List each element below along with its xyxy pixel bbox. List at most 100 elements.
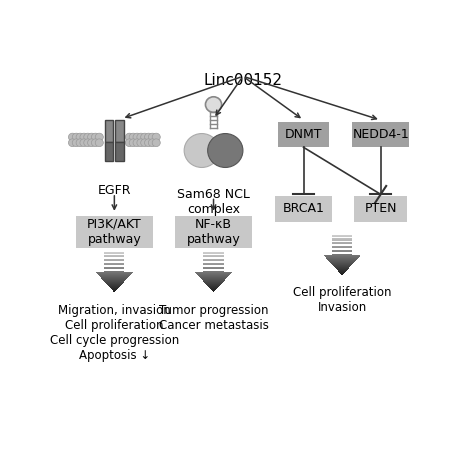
Bar xyxy=(334,266,350,267)
Circle shape xyxy=(68,133,76,141)
Bar xyxy=(211,289,216,290)
Bar xyxy=(201,279,226,280)
Bar xyxy=(324,255,360,256)
Bar xyxy=(102,279,126,280)
Bar xyxy=(106,283,123,284)
Circle shape xyxy=(88,133,96,141)
Circle shape xyxy=(141,139,149,146)
Text: NEDD4-1: NEDD4-1 xyxy=(352,128,409,141)
Bar xyxy=(339,272,345,273)
Text: Linc00152: Linc00152 xyxy=(203,73,283,88)
Bar xyxy=(195,272,232,273)
Bar xyxy=(110,288,118,289)
Circle shape xyxy=(145,133,153,141)
Text: NF-κB
pathway: NF-κB pathway xyxy=(187,218,240,246)
FancyBboxPatch shape xyxy=(105,142,113,161)
Bar xyxy=(100,276,129,277)
Bar xyxy=(328,260,356,261)
Bar xyxy=(206,284,221,285)
Circle shape xyxy=(141,133,149,141)
Bar xyxy=(97,273,132,274)
Bar xyxy=(212,290,215,291)
Circle shape xyxy=(95,139,103,146)
Circle shape xyxy=(129,139,137,146)
Bar xyxy=(101,278,127,279)
Bar xyxy=(332,264,352,265)
Bar xyxy=(112,290,116,291)
Circle shape xyxy=(205,97,222,112)
Bar xyxy=(201,278,227,279)
Circle shape xyxy=(72,139,81,146)
Bar xyxy=(340,273,344,274)
Text: DNMT: DNMT xyxy=(285,128,322,141)
FancyBboxPatch shape xyxy=(175,216,252,248)
Bar xyxy=(198,275,229,276)
Bar xyxy=(333,265,351,266)
Circle shape xyxy=(152,139,160,146)
Circle shape xyxy=(80,139,88,146)
Circle shape xyxy=(133,139,141,146)
FancyBboxPatch shape xyxy=(354,196,407,222)
Bar xyxy=(105,282,124,283)
Circle shape xyxy=(88,139,96,146)
Bar xyxy=(204,282,223,283)
Bar xyxy=(330,262,354,263)
Circle shape xyxy=(152,133,160,141)
Text: EGFR: EGFR xyxy=(98,184,131,197)
Circle shape xyxy=(91,133,100,141)
Bar xyxy=(111,289,117,290)
Bar xyxy=(327,258,358,259)
Bar xyxy=(337,270,346,271)
Bar xyxy=(338,271,346,272)
Bar xyxy=(199,276,228,277)
FancyBboxPatch shape xyxy=(105,120,113,142)
FancyBboxPatch shape xyxy=(275,196,332,222)
Bar xyxy=(200,277,228,278)
Bar xyxy=(328,259,357,260)
Text: Migration, invasion
Cell proliferation
Cell cycle progression
Apoptosis ↓: Migration, invasion Cell proliferation C… xyxy=(50,304,179,362)
Circle shape xyxy=(133,133,141,141)
Bar xyxy=(203,281,224,282)
Circle shape xyxy=(137,139,145,146)
Circle shape xyxy=(80,133,88,141)
Text: BRCA1: BRCA1 xyxy=(283,202,325,215)
Text: PTEN: PTEN xyxy=(365,202,397,215)
Circle shape xyxy=(95,133,103,141)
FancyBboxPatch shape xyxy=(116,120,124,142)
Circle shape xyxy=(208,134,243,168)
Bar xyxy=(110,287,119,288)
Circle shape xyxy=(91,139,100,146)
Circle shape xyxy=(145,139,153,146)
Bar xyxy=(336,268,348,269)
Circle shape xyxy=(84,133,92,141)
Bar xyxy=(99,275,130,276)
Circle shape xyxy=(137,133,145,141)
FancyBboxPatch shape xyxy=(76,216,153,248)
FancyBboxPatch shape xyxy=(116,142,124,161)
Circle shape xyxy=(84,139,92,146)
Bar xyxy=(329,261,355,262)
Circle shape xyxy=(148,133,156,141)
Bar xyxy=(210,288,217,289)
Bar xyxy=(100,277,128,278)
Text: Cell proliferation
Invasion: Cell proliferation Invasion xyxy=(293,285,392,313)
Bar xyxy=(196,273,231,274)
Bar xyxy=(325,256,360,257)
Circle shape xyxy=(76,139,84,146)
Text: PI3K/AKT
pathway: PI3K/AKT pathway xyxy=(87,218,142,246)
Bar xyxy=(107,284,122,285)
Text: Sam68 NCL
complex: Sam68 NCL complex xyxy=(177,188,250,216)
Text: Tumor progression
Cancer metastasis: Tumor progression Cancer metastasis xyxy=(159,304,268,332)
Circle shape xyxy=(184,134,219,168)
Circle shape xyxy=(125,139,134,146)
Circle shape xyxy=(72,133,81,141)
Circle shape xyxy=(148,139,156,146)
Circle shape xyxy=(129,133,137,141)
Circle shape xyxy=(125,133,134,141)
Bar xyxy=(104,281,125,282)
FancyBboxPatch shape xyxy=(352,122,409,147)
Bar xyxy=(326,257,359,258)
Circle shape xyxy=(68,139,76,146)
Bar xyxy=(96,272,133,273)
Bar xyxy=(335,267,349,268)
